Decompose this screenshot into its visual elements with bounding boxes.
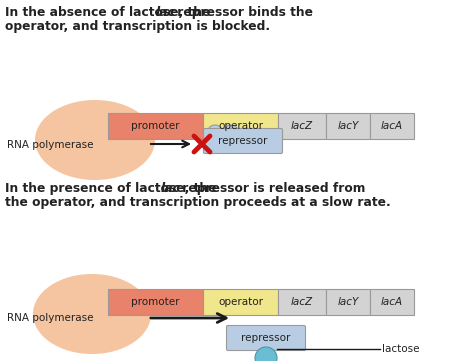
Ellipse shape bbox=[209, 125, 221, 135]
Text: lacY: lacY bbox=[337, 121, 359, 131]
Text: repressor: repressor bbox=[241, 333, 291, 343]
Text: repressor binds the: repressor binds the bbox=[173, 6, 313, 19]
Text: operator: operator bbox=[218, 121, 263, 131]
Text: RNA polymerase: RNA polymerase bbox=[7, 140, 93, 150]
Text: In the absence of lactose, the: In the absence of lactose, the bbox=[5, 6, 215, 19]
Ellipse shape bbox=[255, 347, 277, 361]
FancyBboxPatch shape bbox=[108, 289, 203, 315]
Ellipse shape bbox=[225, 125, 237, 135]
FancyBboxPatch shape bbox=[203, 113, 278, 139]
Text: lacY: lacY bbox=[337, 297, 359, 307]
Text: In the presence of lactose, the: In the presence of lactose, the bbox=[5, 182, 221, 195]
Text: lacA: lacA bbox=[381, 121, 403, 131]
Text: promoter: promoter bbox=[131, 297, 180, 307]
Text: lac: lac bbox=[155, 6, 175, 19]
FancyBboxPatch shape bbox=[278, 113, 326, 139]
Ellipse shape bbox=[33, 274, 151, 354]
Text: lacZ: lacZ bbox=[291, 121, 313, 131]
Text: lacZ: lacZ bbox=[291, 297, 313, 307]
FancyBboxPatch shape bbox=[108, 113, 203, 139]
FancyBboxPatch shape bbox=[227, 326, 306, 351]
FancyBboxPatch shape bbox=[370, 289, 414, 315]
FancyBboxPatch shape bbox=[278, 289, 326, 315]
Ellipse shape bbox=[35, 100, 155, 180]
FancyBboxPatch shape bbox=[326, 113, 370, 139]
FancyBboxPatch shape bbox=[203, 289, 278, 315]
Text: lactose: lactose bbox=[382, 344, 419, 354]
Text: the operator, and transcription proceeds at a slow rate.: the operator, and transcription proceeds… bbox=[5, 196, 391, 209]
Text: operator, and transcription is blocked.: operator, and transcription is blocked. bbox=[5, 20, 270, 33]
Text: repressor: repressor bbox=[219, 136, 268, 146]
Text: RNA polymerase: RNA polymerase bbox=[7, 313, 93, 323]
FancyBboxPatch shape bbox=[326, 289, 370, 315]
Text: lacA: lacA bbox=[381, 297, 403, 307]
FancyBboxPatch shape bbox=[203, 129, 283, 153]
Text: promoter: promoter bbox=[131, 121, 180, 131]
FancyBboxPatch shape bbox=[370, 113, 414, 139]
Text: repressor is released from: repressor is released from bbox=[178, 182, 365, 195]
Text: lac: lac bbox=[160, 182, 180, 195]
Text: operator: operator bbox=[218, 297, 263, 307]
Ellipse shape bbox=[259, 344, 273, 354]
